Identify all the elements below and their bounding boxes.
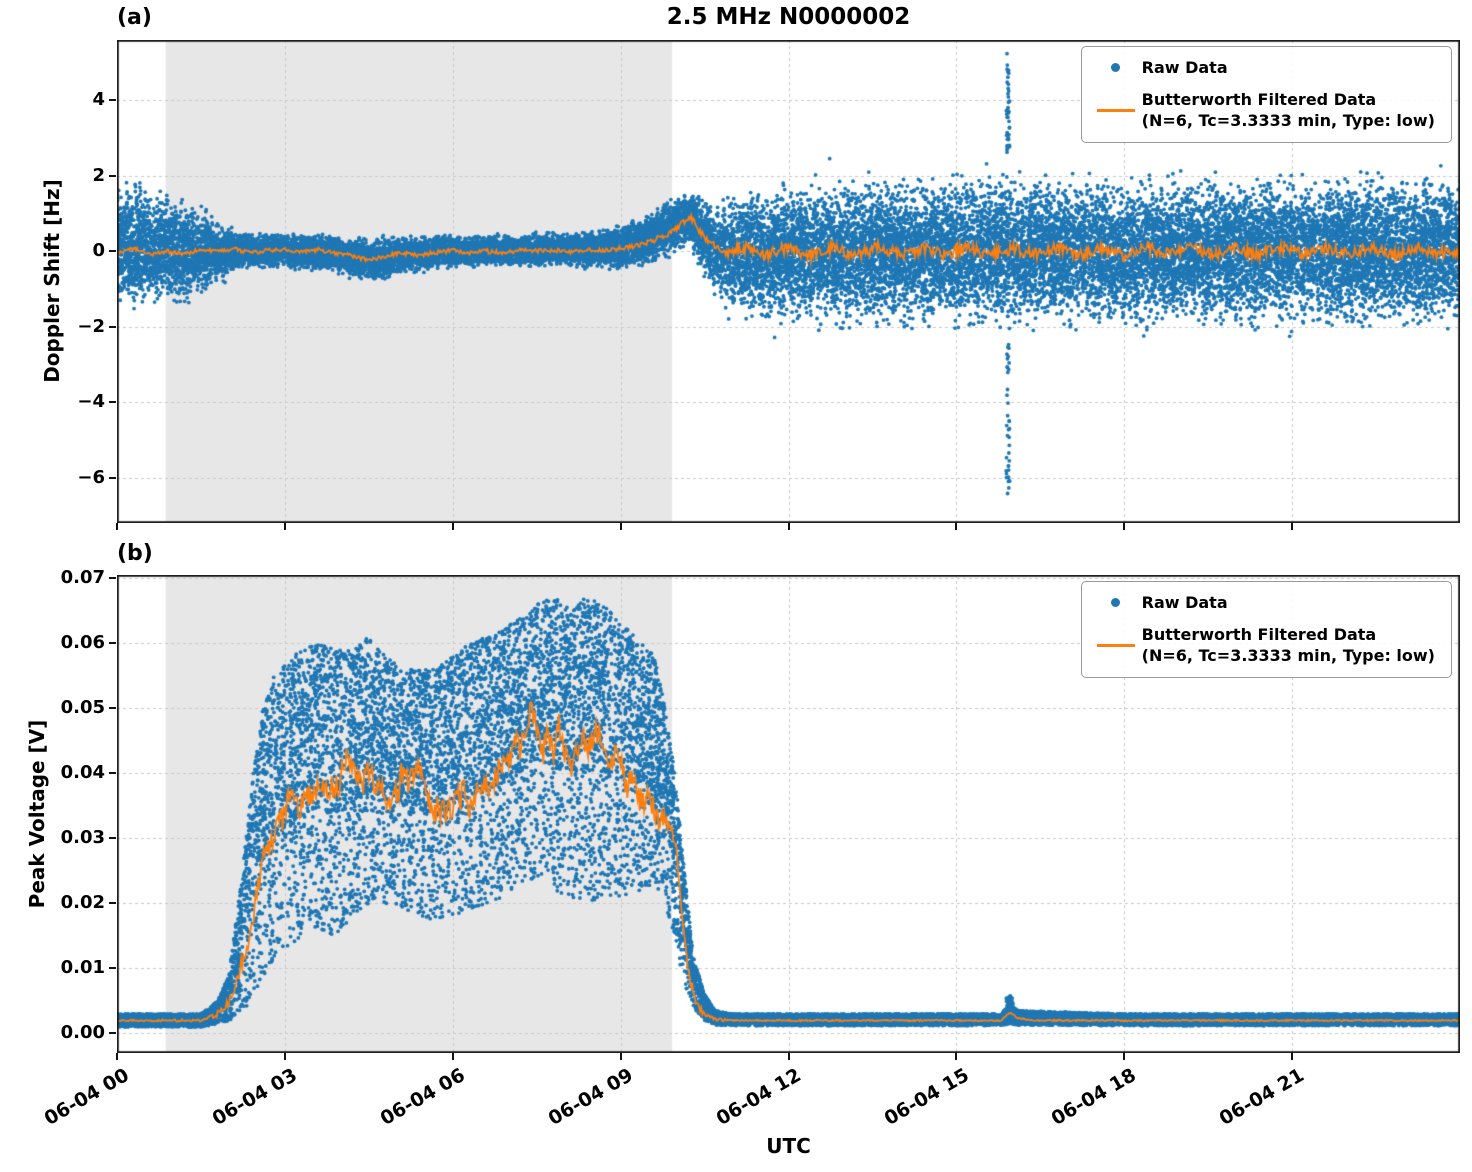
y-tick-label: −4	[77, 391, 105, 413]
y-tick-mark	[109, 577, 116, 580]
x-tick-mark	[787, 1053, 790, 1060]
panel-b-legend: Raw Data Butterworth Filtered Data (N=6,…	[1080, 581, 1452, 678]
y-tick-mark	[109, 99, 116, 102]
chart-title: 2.5 MHz N0000002	[666, 4, 911, 30]
x-tick-mark	[116, 1053, 118, 1060]
y-tick-label: 0.02	[60, 892, 105, 914]
x-tick-mark	[787, 523, 790, 530]
panel-b-label: (b)	[117, 541, 153, 566]
filtered-data-label: Butterworth Filtered Data	[1141, 624, 1377, 644]
y-tick-mark	[109, 401, 116, 404]
filtered-data-sublabel: (N=6, Tc=3.3333 min, Type: low)	[1141, 111, 1435, 131]
legend-entry-filtered: Butterworth Filtered Data (N=6, Tc=3.333…	[1090, 89, 1435, 132]
y-tick-mark	[109, 642, 116, 645]
x-tick-label: 06-04 18	[1047, 1064, 1141, 1130]
x-tick-mark	[1123, 1053, 1126, 1060]
y-tick-mark	[109, 967, 116, 970]
y-tick-label: 0.04	[60, 762, 105, 784]
x-tick-mark	[619, 523, 622, 530]
x-tick-mark	[955, 1053, 958, 1060]
x-axis-label: UTC	[766, 1134, 811, 1158]
panel-a-label: (a)	[117, 5, 152, 30]
legend-entry-raw: Raw Data	[1090, 592, 1435, 614]
raw-data-dot-marker	[1111, 598, 1121, 608]
y-tick-label: 2	[92, 164, 105, 186]
x-tick-label: 06-04 21	[1215, 1064, 1309, 1130]
y-tick-mark	[109, 837, 116, 840]
filtered-data-sublabel: (N=6, Tc=3.3333 min, Type: low)	[1141, 646, 1435, 666]
panel-a-legend: Raw Data Butterworth Filtered Data (N=6,…	[1080, 46, 1452, 143]
raw-data-label: Raw Data	[1141, 58, 1228, 77]
y-tick-label: −6	[77, 466, 105, 488]
y-tick-label: 4	[92, 89, 105, 111]
x-tick-label: 06-04 06	[376, 1064, 469, 1130]
filtered-data-label: Butterworth Filtered Data	[1141, 89, 1377, 109]
x-tick-label: 06-04 03	[208, 1064, 301, 1130]
y-tick-label: 0	[92, 240, 105, 262]
x-tick-label: 06-04 09	[544, 1064, 637, 1130]
x-tick-mark	[283, 523, 286, 530]
x-tick-mark	[451, 523, 454, 530]
panel-b-y-axis-label: Peak Voltage [V]	[25, 719, 49, 909]
y-tick-mark	[109, 902, 116, 905]
x-tick-mark	[1291, 523, 1294, 530]
y-tick-label: 0.06	[60, 632, 105, 654]
x-tick-mark	[451, 1053, 454, 1060]
panel-a-y-axis-label: Doppler Shift [Hz]	[40, 179, 64, 383]
x-tick-mark	[116, 523, 118, 530]
y-tick-mark	[109, 250, 116, 253]
raw-data-label: Raw Data	[1141, 593, 1228, 612]
y-tick-label: −2	[77, 315, 105, 337]
y-tick-label: 0.05	[60, 697, 105, 719]
y-tick-label: 0.00	[60, 1022, 105, 1044]
y-tick-mark	[109, 772, 116, 775]
x-tick-label: 06-04 15	[880, 1064, 973, 1130]
y-tick-label: 0.03	[60, 827, 105, 849]
y-tick-label: 0.01	[60, 957, 105, 979]
x-tick-label: 06-04 12	[712, 1064, 805, 1130]
y-tick-mark	[109, 174, 116, 177]
x-tick-mark	[283, 1053, 286, 1060]
y-tick-mark	[109, 707, 116, 710]
legend-entry-raw: Raw Data	[1090, 57, 1435, 79]
x-tick-label: 06-04 00	[40, 1064, 133, 1130]
raw-data-dot-marker	[1111, 63, 1121, 73]
filtered-data-line-marker	[1096, 643, 1135, 647]
y-tick-mark	[109, 325, 116, 328]
y-tick-mark	[109, 476, 116, 479]
y-tick-mark	[109, 1032, 116, 1035]
x-tick-mark	[1123, 523, 1126, 530]
legend-entry-filtered: Butterworth Filtered Data (N=6, Tc=3.333…	[1090, 624, 1435, 667]
filtered-data-line-marker	[1096, 108, 1135, 112]
x-tick-mark	[1291, 1053, 1294, 1060]
x-tick-mark	[955, 523, 958, 530]
x-tick-mark	[619, 1053, 622, 1060]
y-tick-label: 0.07	[60, 567, 105, 589]
